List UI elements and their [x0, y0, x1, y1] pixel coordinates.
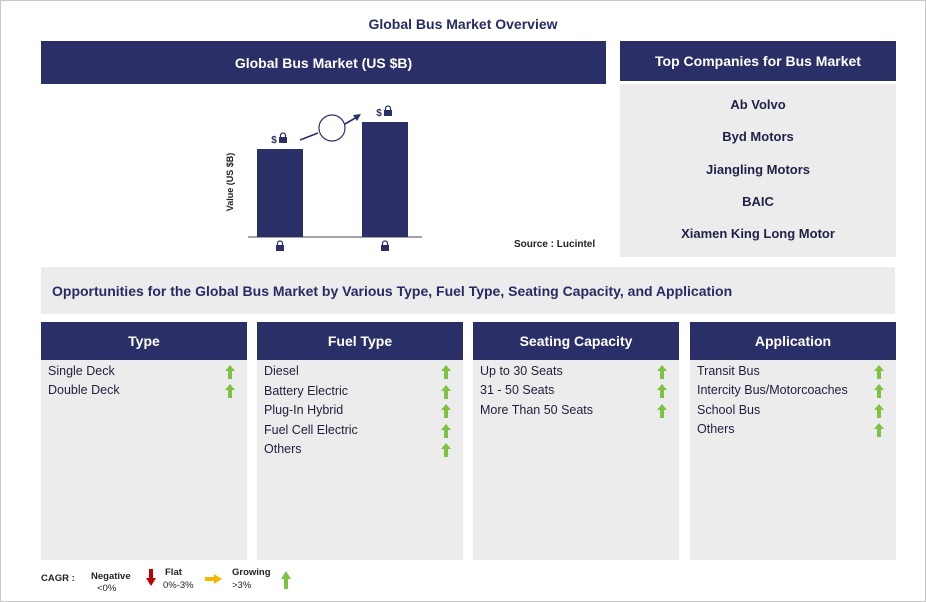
- growth-up-arrow-icon: [441, 423, 451, 438]
- growth-up-arrow-icon: [441, 365, 451, 379]
- company-item: Byd Motors: [722, 129, 794, 144]
- segment-item: Transit Bus: [697, 364, 760, 378]
- growth-arrowhead: [353, 114, 361, 121]
- bar: [362, 122, 408, 237]
- company-item: Jiangling Motors: [706, 162, 810, 177]
- growth-up-arrow-icon: [657, 384, 667, 399]
- growth-up-arrow-icon: [441, 443, 451, 457]
- growth-up-arrow-icon: [874, 384, 884, 399]
- growth-indicator: [299, 114, 361, 142]
- cagr-label: CAGR :: [41, 573, 75, 584]
- growth-up-arrow-icon: [441, 384, 451, 399]
- market-bar-chart: Value (US $B) $ $: [225, 105, 422, 251]
- segment-fuel-type: Fuel Type Diesel Battery Electric Plug-In …: [257, 322, 463, 560]
- companies-list: Ab Volvo Byd Motors Jiangling Motors BAI…: [620, 84, 896, 257]
- growth-up-arrow-icon: [441, 404, 451, 418]
- company-item: Ab Volvo: [730, 97, 786, 112]
- segment-item: Intercity Bus/Motorcoaches: [697, 383, 848, 398]
- growth-up-arrow-icon: [657, 403, 667, 418]
- segment-item: 31 - 50 Seats: [480, 383, 555, 398]
- bar-value-label: $: [376, 108, 382, 119]
- chart-source: Source : Lucintel: [514, 239, 596, 250]
- segment-item: Single Deck: [48, 364, 115, 378]
- growth-up-arrow-icon: [874, 422, 884, 437]
- growth-up-arrow-icon: [874, 365, 884, 379]
- legend-growing-range: >3%: [232, 580, 252, 591]
- category-lock-icon: [276, 240, 284, 251]
- legend-flat-range: 0%-3%: [163, 580, 194, 591]
- market-panel-header: Global Bus Market (US $B): [41, 41, 606, 84]
- companies-panel-header: Top Companies for Bus Market: [620, 41, 896, 81]
- legend-negative-range: <0%: [97, 583, 117, 594]
- segment-header: Application: [690, 322, 896, 360]
- segment-item: School Bus: [697, 402, 761, 417]
- up-arrow-icon: [281, 571, 291, 589]
- segment-header: Fuel Type: [257, 322, 463, 360]
- opportunities-title: Opportunities for the Global Bus Market …: [41, 267, 895, 314]
- growth-up-arrow-icon: [874, 403, 884, 418]
- growth-up-arrow-icon: [657, 365, 667, 379]
- legend-growing-label: Growing: [232, 567, 271, 578]
- legend-negative-label: Negative: [91, 571, 131, 582]
- segment-header: Type: [41, 322, 247, 360]
- cagr-legend: CAGR : Negative <0% Flat 0%-3% Growing >…: [0, 567, 400, 597]
- growth-up-arrow-icon: [225, 365, 235, 379]
- segment-item: Up to 30 Seats: [480, 364, 563, 378]
- segment-item: Plug-In Hybrid: [264, 403, 344, 417]
- segment-item: Diesel: [264, 364, 299, 378]
- segment-item: Others: [264, 442, 302, 456]
- segment-item: More Than 50 Seats: [480, 402, 594, 417]
- segment-item: Double Deck: [48, 383, 120, 398]
- cagr-circle: [318, 114, 346, 142]
- segment-application: Application Transit Bus Intercity Bus/Mot…: [690, 322, 896, 560]
- company-item: BAIC: [742, 194, 774, 209]
- segment-item: Others: [697, 421, 735, 436]
- bar-value-label: $: [271, 135, 277, 146]
- right-arrow-icon: [205, 574, 222, 584]
- segment-item: Fuel Cell Electric: [264, 422, 358, 437]
- segment-seating-capacity: Seating Capacity Up to 30 Seats 31 - 50 S…: [473, 322, 679, 560]
- category-lock-icon: [381, 240, 389, 251]
- growth-up-arrow-icon: [225, 384, 235, 399]
- segment-type: Type Single Deck Double Deck: [41, 322, 247, 560]
- y-axis-label: Value (US $B): [225, 153, 235, 212]
- down-arrow-icon: [146, 569, 156, 586]
- bar: [257, 149, 303, 237]
- segment-item: Battery Electric: [264, 383, 349, 398]
- segment-header: Seating Capacity: [473, 322, 679, 360]
- company-item: Xiamen King Long Motor: [681, 226, 835, 241]
- lock-icon: [384, 105, 392, 116]
- legend-flat-label: Flat: [165, 567, 182, 578]
- page-title: Global Bus Market Overview: [368, 16, 558, 32]
- lock-icon: [279, 132, 287, 143]
